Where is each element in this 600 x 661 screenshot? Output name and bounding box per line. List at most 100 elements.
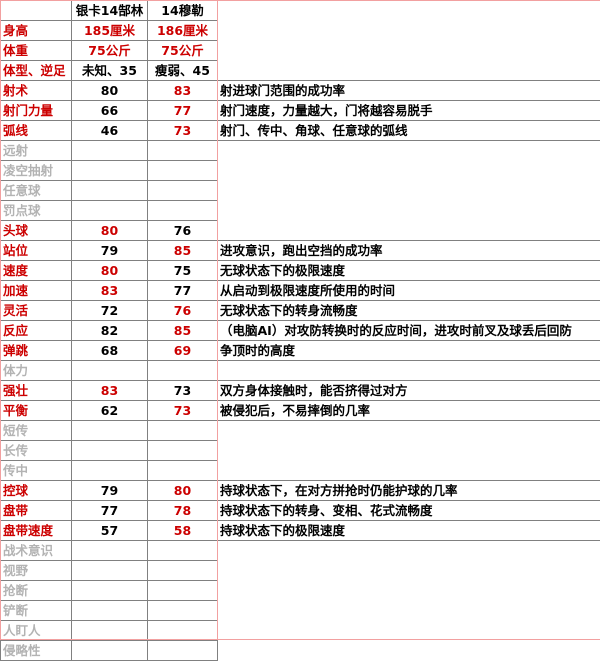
value-player-a: 77 <box>72 501 148 521</box>
value-player-a <box>72 161 148 181</box>
value-player-a <box>72 181 148 201</box>
value-player-a: 79 <box>72 241 148 261</box>
value-player-b <box>148 561 218 581</box>
table-row: 体力 <box>1 361 600 381</box>
attribute-description: 进攻意识，跑出空挡的成功率 <box>218 241 600 261</box>
attribute-label: 体力 <box>1 361 72 381</box>
value-player-b <box>148 541 218 561</box>
value-player-b: 85 <box>148 241 218 261</box>
attribute-label: 任意球 <box>1 181 72 201</box>
table-row: 凌空抽射 <box>1 161 600 181</box>
attribute-description: 争顶时的高度 <box>218 341 600 361</box>
table-row: 抢断 <box>1 581 600 601</box>
table-row: 短传 <box>1 421 600 441</box>
table-row: 视野 <box>1 561 600 581</box>
attribute-label: 体型、逆足 <box>1 61 72 81</box>
attribute-label: 凌空抽射 <box>1 161 72 181</box>
value-player-b: 瘦弱、45 <box>148 61 218 81</box>
attribute-description <box>218 141 600 161</box>
value-player-a: 83 <box>72 381 148 401</box>
value-player-b <box>148 201 218 221</box>
value-player-b <box>148 461 218 481</box>
attribute-label: 侵略性 <box>1 641 72 661</box>
attribute-label: 视野 <box>1 561 72 581</box>
value-player-a <box>72 421 148 441</box>
value-player-b: 73 <box>148 401 218 421</box>
attribute-label: 抢断 <box>1 581 72 601</box>
attribute-label: 强壮 <box>1 381 72 401</box>
value-player-b: 75公斤 <box>148 41 218 61</box>
value-player-a <box>72 361 148 381</box>
table-row: 侵略性 <box>1 641 600 661</box>
value-player-b <box>148 181 218 201</box>
attribute-label: 体重 <box>1 41 72 61</box>
value-player-b <box>148 621 218 641</box>
value-player-a <box>72 601 148 621</box>
attribute-description: 无球状态下的极限速度 <box>218 261 600 281</box>
attribute-description <box>218 161 600 181</box>
attribute-label: 短传 <box>1 421 72 441</box>
attribute-label: 盘带速度 <box>1 521 72 541</box>
attribute-description <box>218 201 600 221</box>
attribute-label: 远射 <box>1 141 72 161</box>
attribute-description: （电脑AI）对攻防转换时的反应时间，进攻时前叉及球丢后回防 <box>218 321 600 341</box>
attribute-description <box>218 421 600 441</box>
value-player-a <box>72 581 148 601</box>
attribute-description: 射门速度，力量越大，门将越容易脱手 <box>218 101 600 121</box>
attribute-label: 人盯人 <box>1 621 72 641</box>
value-player-b: 78 <box>148 501 218 521</box>
attribute-label: 射术 <box>1 81 72 101</box>
table-row: 远射 <box>1 141 600 161</box>
attribute-description <box>218 221 600 241</box>
value-player-b: 58 <box>148 521 218 541</box>
attribute-description <box>218 41 600 61</box>
value-player-b <box>148 581 218 601</box>
attribute-label: 铲断 <box>1 601 72 621</box>
attribute-description <box>218 541 600 561</box>
value-player-b: 73 <box>148 381 218 401</box>
value-player-a <box>72 461 148 481</box>
table-frame-left <box>0 0 1 640</box>
table-frame-top <box>0 0 600 1</box>
value-player-b: 80 <box>148 481 218 501</box>
value-player-a: 未知、35 <box>72 61 148 81</box>
attribute-description <box>218 641 600 661</box>
attribute-description: 持球状态下的转身、变相、花式流畅度 <box>218 501 600 521</box>
value-player-b <box>148 441 218 461</box>
attribute-label: 站位 <box>1 241 72 261</box>
value-player-a <box>72 561 148 581</box>
attribute-description <box>218 21 600 41</box>
attribute-description: 被侵犯后，不易摔倒的几率 <box>218 401 600 421</box>
table-frame-bottom <box>0 639 600 640</box>
attribute-description <box>218 601 600 621</box>
table-row: 罚点球 <box>1 201 600 221</box>
attribute-description <box>218 361 600 381</box>
value-player-b: 76 <box>148 301 218 321</box>
attribute-label: 平衡 <box>1 401 72 421</box>
attribute-label: 身高 <box>1 21 72 41</box>
attribute-label: 传中 <box>1 461 72 481</box>
value-player-b <box>148 161 218 181</box>
attribute-label: 反应 <box>1 321 72 341</box>
value-player-a: 80 <box>72 261 148 281</box>
table-frame-right <box>217 0 218 640</box>
value-player-a: 80 <box>72 221 148 241</box>
column-header-description <box>218 1 600 21</box>
value-player-a: 46 <box>72 121 148 141</box>
attribute-description: 射门、传中、角球、任意球的弧线 <box>218 121 600 141</box>
value-player-b <box>148 641 218 661</box>
attribute-label: 头球 <box>1 221 72 241</box>
attribute-description <box>218 561 600 581</box>
attribute-description <box>218 581 600 601</box>
